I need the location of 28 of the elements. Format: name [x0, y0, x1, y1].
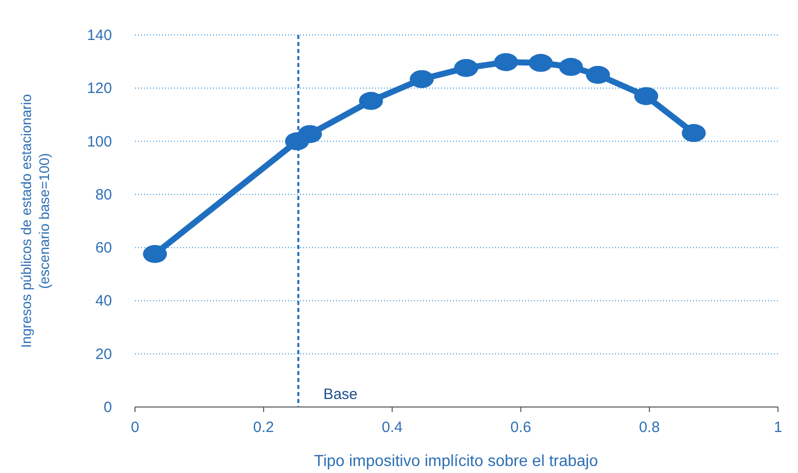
y-tick-label: 120 [86, 80, 112, 98]
point [586, 66, 610, 84]
ref-line-label: Base [323, 386, 358, 403]
y-tick-label: 0 [104, 399, 112, 416]
y-tick-label: 60 [95, 240, 112, 257]
y-tick-label: 20 [95, 346, 112, 363]
x-tick-label: 0 [130, 419, 140, 436]
x-tick-label: 0.6 [510, 419, 532, 436]
y-tick-label: 100 [86, 133, 112, 150]
x-axis-title: Tipo impositivo implícito sobre el trabajo [314, 453, 598, 470]
point [682, 124, 706, 142]
point [558, 58, 583, 76]
point [494, 53, 518, 72]
point [410, 70, 434, 88]
x-tick-label: 0.8 [638, 419, 660, 436]
y-axis-title: Ingresos públicos de estado estacionario (escenario base=100) [18, 94, 52, 348]
point [454, 58, 478, 77]
y-tick-label: 140 [86, 27, 112, 44]
point [298, 125, 322, 144]
point [528, 54, 553, 72]
y-tick-label: 80 [95, 186, 112, 204]
x-tick-label: 1 [774, 419, 782, 436]
x-tick-label: 0.4 [382, 419, 403, 436]
x-tick-label: 0.2 [253, 419, 274, 436]
point [142, 244, 167, 263]
point [634, 87, 658, 106]
point [358, 92, 383, 110]
y-tick-label: 40 [95, 292, 112, 310]
